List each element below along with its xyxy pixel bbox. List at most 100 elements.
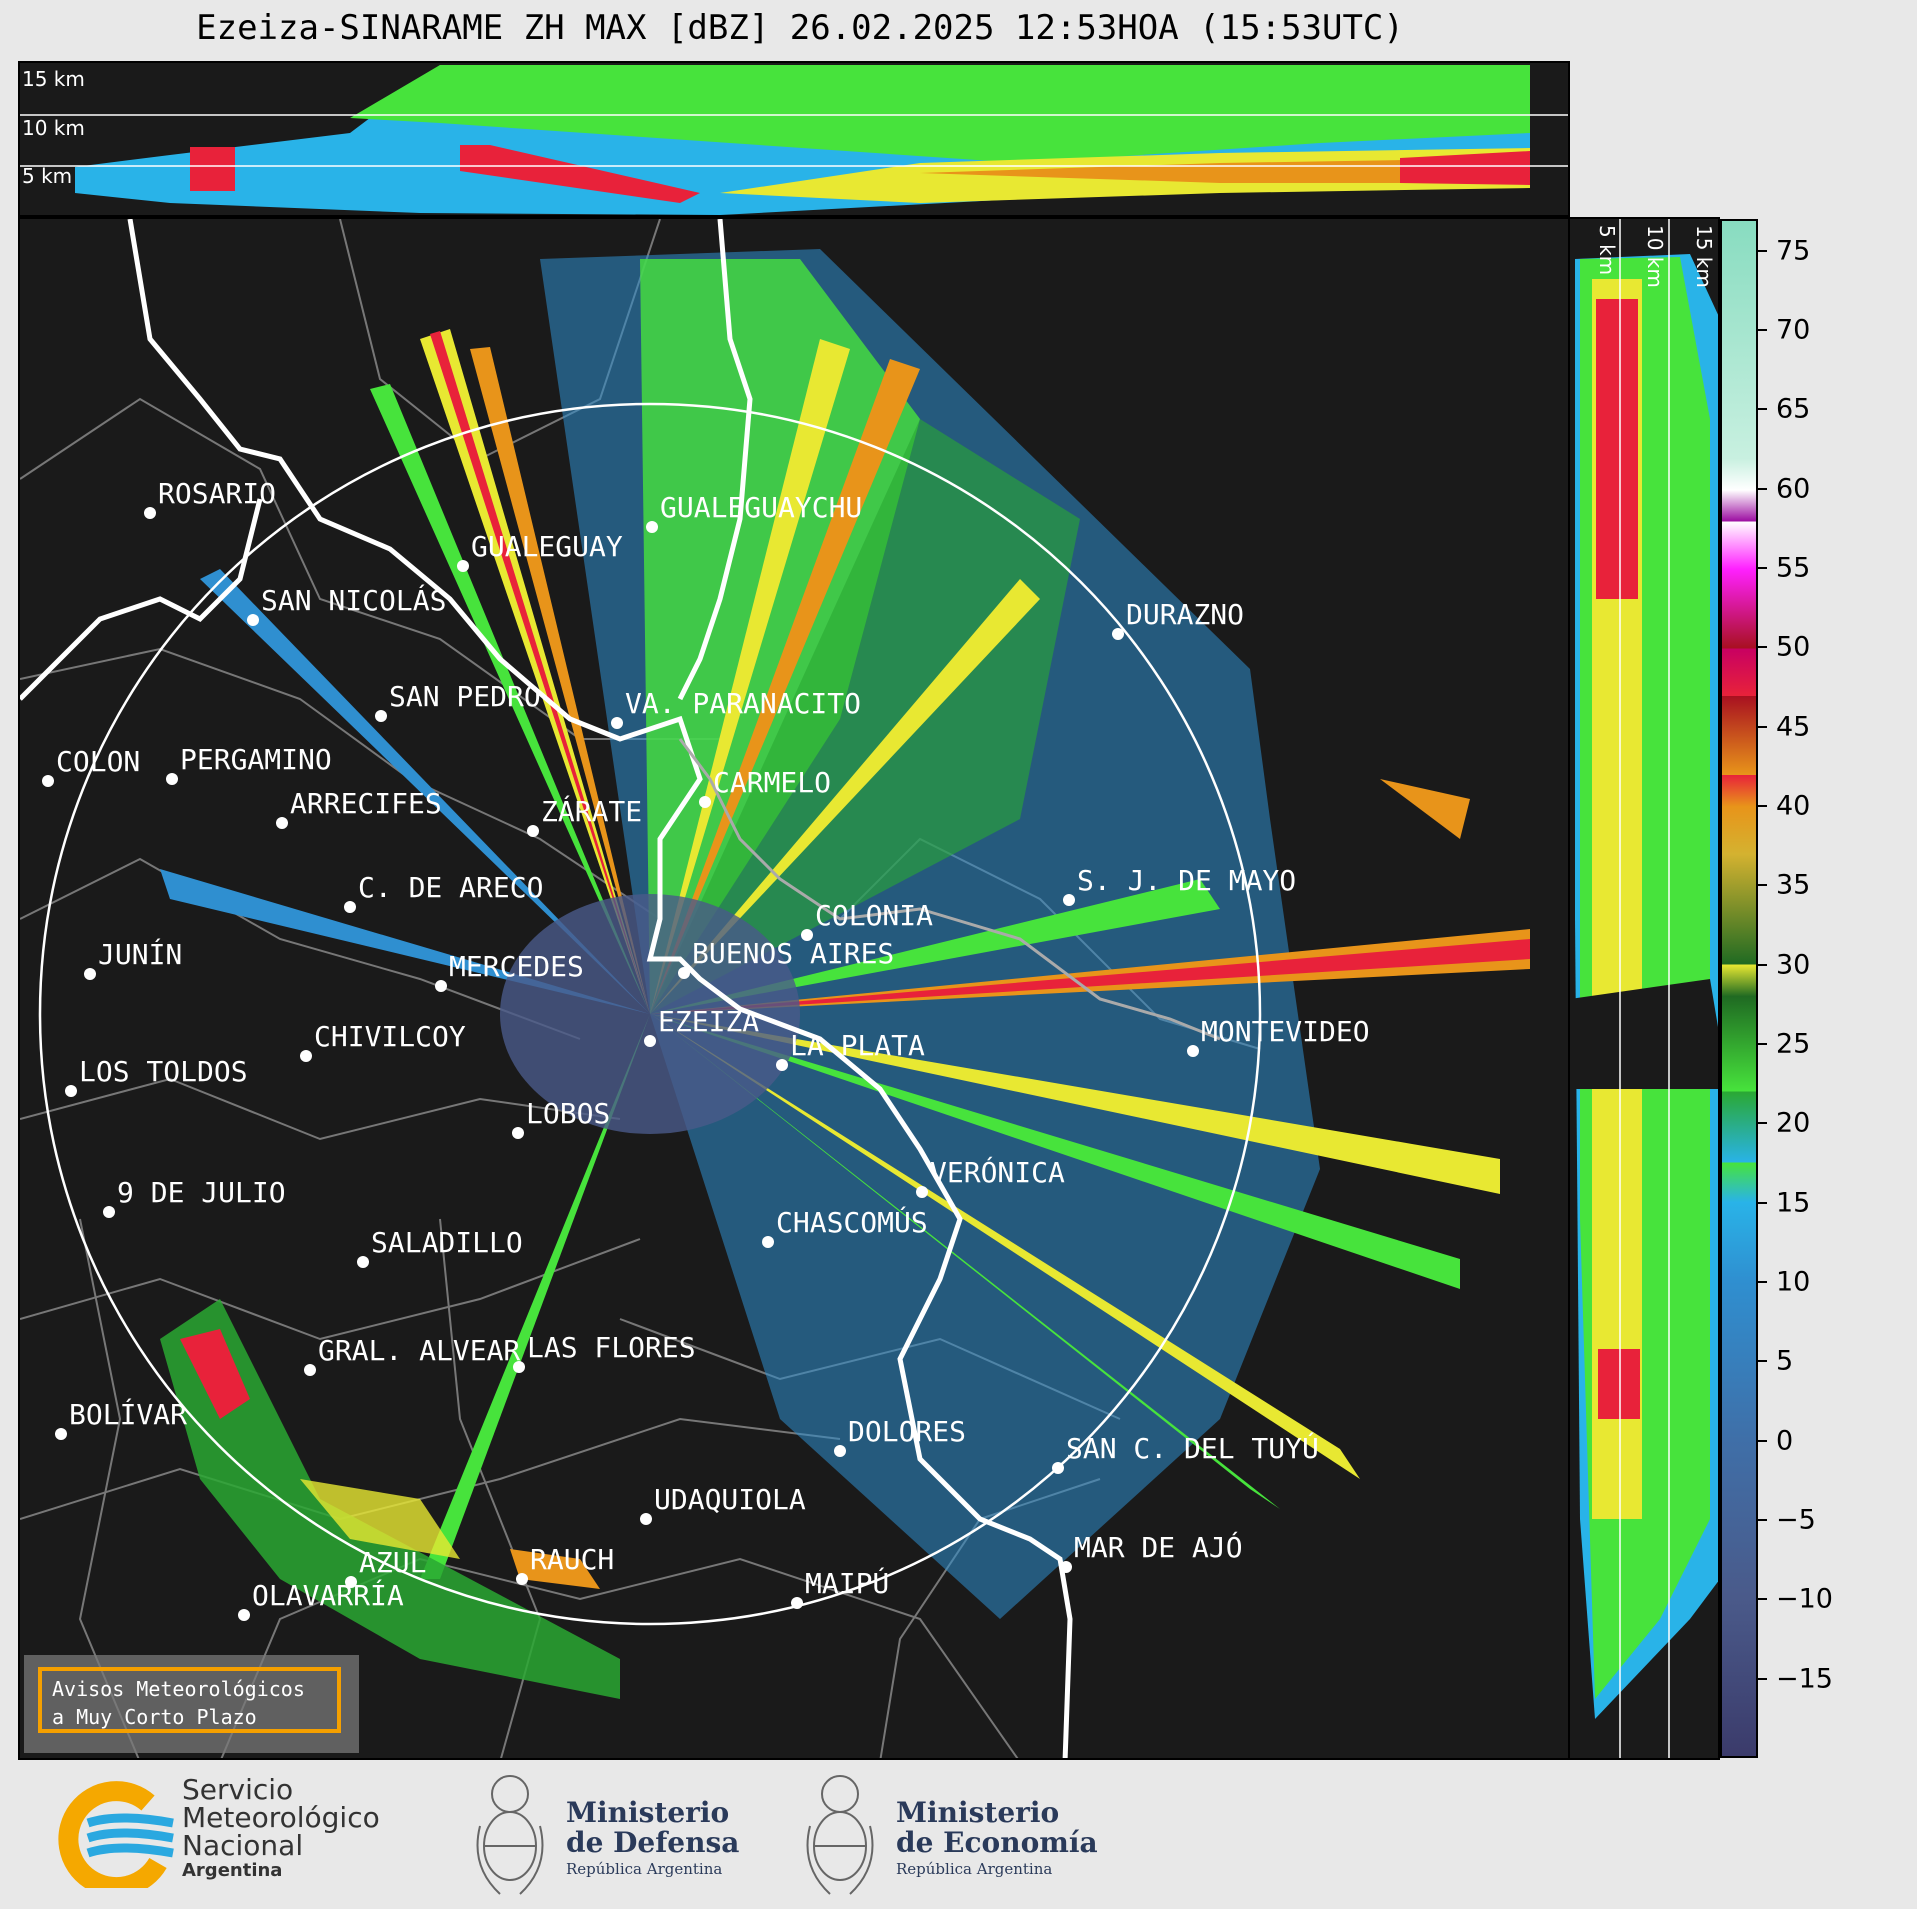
right-echo-red-2 bbox=[1598, 1349, 1640, 1419]
colorbar-tick-mark bbox=[1758, 1677, 1767, 1680]
top-echo-red-3 bbox=[1400, 151, 1530, 185]
colorbar-tick-label: 30 bbox=[1776, 949, 1811, 981]
city-chascomus: CHASCOMÚS bbox=[776, 1205, 928, 1239]
city-los-toldos: LOS TOLDOS bbox=[79, 1055, 248, 1088]
defensa-line2: de Defensa bbox=[566, 1826, 740, 1859]
city-va-paranacito: VA. PARANACITO bbox=[625, 687, 861, 720]
city-rauch: RAUCH bbox=[530, 1543, 614, 1576]
smn-line1: Servicio bbox=[182, 1773, 294, 1806]
colorbar-tick-label: 0 bbox=[1776, 1425, 1794, 1457]
city-olavarria: OLAVARRÍA bbox=[252, 1578, 404, 1612]
colorbar-tick-label: 55 bbox=[1776, 552, 1811, 584]
colorbar-tick-label: 75 bbox=[1776, 235, 1811, 267]
top-echo-red-1 bbox=[460, 145, 700, 203]
colorbar-tick-label: −15 bbox=[1776, 1663, 1833, 1695]
colorbar-tick-mark bbox=[1758, 1598, 1767, 1601]
city-chivilcoy: CHIVILCOY bbox=[314, 1020, 466, 1053]
city-markers: ROSARIO GUALEGUAYCHU GUALEGUAY SAN NICOL… bbox=[42, 477, 1370, 1621]
colorbar-tick-mark bbox=[1758, 329, 1767, 332]
city-udaquiola: UDAQUIOLA bbox=[654, 1483, 806, 1516]
city-pergamino: PERGAMINO bbox=[180, 743, 332, 776]
avisos-line2: a Muy Corto Plazo bbox=[52, 1705, 257, 1729]
defensa-line3: República Argentina bbox=[566, 1860, 723, 1878]
city-las-flores: LAS FLORES bbox=[527, 1331, 696, 1364]
city-arrecifes: ARRECIFES bbox=[290, 787, 442, 820]
city-zarate: ZÁRATE bbox=[541, 794, 642, 828]
colorbar-tick-label: 10 bbox=[1776, 1266, 1811, 1298]
colorbar-tick-mark bbox=[1758, 646, 1767, 649]
right-cross-section-plot: 5 km 10 km 15 km bbox=[1570, 219, 1718, 1758]
colorbar-tick-mark bbox=[1758, 1201, 1767, 1204]
right-alt-label-5: 5 km bbox=[1595, 225, 1619, 275]
river-and-coast-lines bbox=[20, 219, 1073, 1758]
city-colonia: COLONIA bbox=[815, 899, 933, 932]
city-buenos-aires: BUENOS AIRES bbox=[692, 937, 894, 970]
top-echo-red-2 bbox=[190, 147, 235, 191]
colorbar-tick-mark bbox=[1758, 963, 1767, 966]
colorbar-tick-label: 5 bbox=[1776, 1345, 1794, 1377]
coat-of-arms-icon bbox=[476, 1775, 544, 1895]
colorbar-tick-mark bbox=[1758, 1281, 1767, 1284]
right-alt-label-15: 15 km bbox=[1692, 225, 1716, 288]
colorbar-tick-mark bbox=[1758, 1439, 1767, 1442]
avisos-line1: Avisos Meteorológicos bbox=[52, 1677, 305, 1701]
right-echo-red-1 bbox=[1596, 299, 1638, 599]
avisos-link[interactable]: Avisos Meteorológicos a Muy Corto Plazo bbox=[38, 1667, 341, 1733]
right-alt-label-10: 10 km bbox=[1643, 225, 1667, 288]
city-gualeguay: GUALEGUAY bbox=[471, 530, 623, 563]
dbz-colorbar bbox=[1720, 219, 1758, 1758]
coat-of-arms-icon-2 bbox=[806, 1775, 874, 1895]
city-lobos: LOBOS bbox=[526, 1097, 610, 1130]
city-gualeguaychu: GUALEGUAYCHU bbox=[660, 491, 862, 524]
city-s-j-de-mayo: S. J. DE MAYO bbox=[1077, 864, 1296, 897]
smn-logo-icon bbox=[58, 1781, 174, 1888]
avisos-box[interactable]: Avisos Meteorológicos a Muy Corto Plazo bbox=[24, 1655, 359, 1753]
footer-logos: Servicio Meteorológico Nacional Argentin… bbox=[0, 1760, 1917, 1909]
city-colon: COLON bbox=[56, 745, 140, 778]
city-durazno: DURAZNO bbox=[1126, 598, 1244, 631]
city-saladillo: SALADILLO bbox=[371, 1226, 523, 1259]
city-maipu: MAIPÚ bbox=[805, 1566, 889, 1600]
top-cross-section-panel: 15 km 10 km 5 km bbox=[18, 61, 1570, 217]
colorbar-tick-label: 50 bbox=[1776, 631, 1811, 663]
city-9-de-julio: 9 DE JULIO bbox=[117, 1176, 286, 1209]
city-junin: JUNÍN bbox=[98, 937, 182, 971]
city-veronica: VERÓNICA bbox=[930, 1155, 1065, 1189]
colorbar-tick-label: 15 bbox=[1776, 1187, 1811, 1219]
colorbar-tick-mark bbox=[1758, 725, 1767, 728]
city-carmelo: CARMELO bbox=[713, 766, 831, 799]
top-cross-section-plot: 15 km 10 km 5 km bbox=[20, 65, 1568, 215]
top-echo-green bbox=[350, 65, 1530, 163]
defensa-line1: Ministerio bbox=[566, 1796, 730, 1829]
city-rosario: ROSARIO bbox=[158, 477, 276, 510]
smn-line4: Argentina bbox=[182, 1860, 283, 1881]
radar-echoes bbox=[160, 249, 1530, 1699]
colorbar-tick-label: 70 bbox=[1776, 314, 1811, 346]
city-ezeiza: EZEIZA bbox=[658, 1005, 759, 1038]
colorbar-tick-mark bbox=[1758, 1360, 1767, 1363]
top-alt-label-5: 5 km bbox=[22, 164, 72, 188]
uruguay-coast bbox=[678, 738, 1221, 1041]
colorbar-tick-label: 65 bbox=[1776, 393, 1811, 425]
page-title: Ezeiza-SINARAME ZH MAX [dBZ] 26.02.2025 … bbox=[196, 8, 1404, 48]
city-mercedes: MERCEDES bbox=[449, 950, 584, 983]
colorbar-tick-label: 25 bbox=[1776, 1028, 1811, 1060]
top-alt-label-15: 15 km bbox=[22, 67, 85, 91]
right-cross-section-panel: 5 km 10 km 15 km bbox=[1568, 217, 1720, 1760]
colorbar-tick-mark bbox=[1758, 567, 1767, 570]
radar-map: ROSARIO GUALEGUAYCHU GUALEGUAY SAN NICOL… bbox=[20, 219, 1530, 1758]
colorbar-tick-mark bbox=[1758, 487, 1767, 490]
colorbar-tick-mark bbox=[1758, 1519, 1767, 1521]
colorbar-tick-mark bbox=[1758, 408, 1767, 411]
city-san-c-del-tuyu: SAN C. DEL TUYÚ bbox=[1066, 1431, 1319, 1465]
city-la-plata: LA PLATA bbox=[790, 1029, 925, 1062]
colorbar-tick-label: 45 bbox=[1776, 711, 1811, 743]
colorbar-tick-label: 35 bbox=[1776, 869, 1811, 901]
economia-line2: de Economía bbox=[896, 1826, 1098, 1859]
colorbar-tick-label: 20 bbox=[1776, 1107, 1811, 1139]
colorbar-tick-mark bbox=[1758, 1122, 1767, 1125]
colorbar-tick-label: 60 bbox=[1776, 473, 1811, 505]
colorbar-tick-mark bbox=[1758, 1043, 1767, 1046]
top-alt-label-10: 10 km bbox=[22, 116, 85, 140]
smn-line3: Nacional bbox=[182, 1829, 304, 1862]
